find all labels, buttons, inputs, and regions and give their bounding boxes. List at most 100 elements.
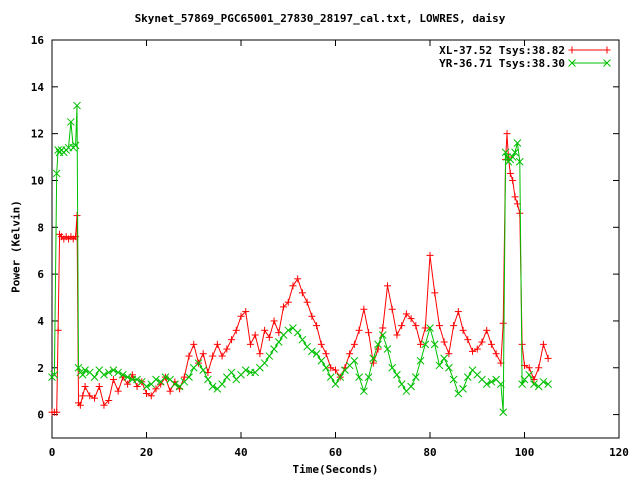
data-point [322,350,330,358]
data-point [417,340,425,348]
data-point [74,363,83,372]
data-point [67,118,75,126]
data-point [365,329,373,337]
data-point [435,322,443,330]
data-point [133,375,141,384]
data-point [71,141,80,150]
y-tick-label: 4 [37,315,44,328]
x-tick-label: 60 [329,446,342,459]
data-point [431,289,439,297]
x-tick-label: 40 [234,446,247,459]
data-point [421,340,430,349]
data-point [142,382,151,391]
y-tick-label: 10 [31,174,44,187]
data-point [76,401,84,409]
data-point [398,322,406,330]
data-point [346,350,354,358]
data-point [393,370,401,379]
data-point [218,380,226,389]
data-point [332,366,339,374]
data-point [463,373,472,381]
data-point [483,326,491,334]
data-point [213,340,221,348]
data-point [539,377,548,386]
data-point [91,394,99,402]
data-point [407,315,415,323]
x-axis-ticks: 0 20 40 60 80 100 120 [49,40,629,459]
series-line [52,133,549,413]
data-point [359,387,368,396]
data-point [518,380,526,389]
data-point [143,390,150,398]
data-point [331,380,340,389]
data-point [487,377,496,386]
data-point [185,373,193,381]
data-point [232,326,240,334]
data-point [199,366,208,374]
data-point [180,373,188,381]
data-point [251,331,259,339]
data-point [544,354,552,362]
data-point [289,282,297,290]
data-point [246,340,254,348]
data-point [402,310,410,318]
x-axis-label: Time(Seconds) [292,463,379,476]
data-point [355,373,363,381]
y-tick-label: 8 [37,221,44,234]
data-point [199,350,207,358]
data-point [426,251,434,259]
data-point [450,322,458,330]
data-point [223,345,231,353]
data-point [317,356,326,365]
data-point [261,326,269,334]
data-point [54,326,62,334]
data-point [350,356,359,365]
data-point [426,324,434,332]
data-point [326,373,335,381]
data-point [152,375,160,384]
data-point [256,350,264,358]
data-point [270,317,278,325]
data-point [161,373,170,381]
data-point [78,370,87,379]
data-point [482,380,491,389]
data-point [336,373,345,381]
data-point [209,352,217,360]
data-point [388,305,396,313]
data-point [133,382,141,390]
legend-marker [568,59,576,67]
data-point [513,139,522,147]
data-point [313,322,321,330]
data-point [81,366,89,374]
data-point [308,347,316,356]
data-point [152,385,160,393]
data-point [430,340,439,349]
data-point [237,312,245,320]
data-point [79,392,87,400]
legend-marker [603,59,611,67]
data-point [327,364,335,372]
data-point [511,148,519,157]
data-point [397,380,406,389]
data-point [497,380,505,389]
data-point [435,361,444,370]
data-point [284,326,293,335]
data-point [228,336,236,344]
y-axis-label: Power (Kelvin) [9,200,23,293]
data-point [445,350,453,358]
data-point [369,354,378,363]
data-point [378,331,387,339]
data-point [492,350,500,358]
data-point [227,368,236,377]
data-point [308,312,316,320]
y-tick-label: 6 [37,268,44,281]
data-point [388,363,397,372]
data-point [508,153,517,161]
data-point [293,328,302,337]
data-point [374,340,382,349]
data-point [294,275,302,283]
data-point [369,359,377,367]
data-point [503,153,511,161]
data-point [119,370,127,379]
